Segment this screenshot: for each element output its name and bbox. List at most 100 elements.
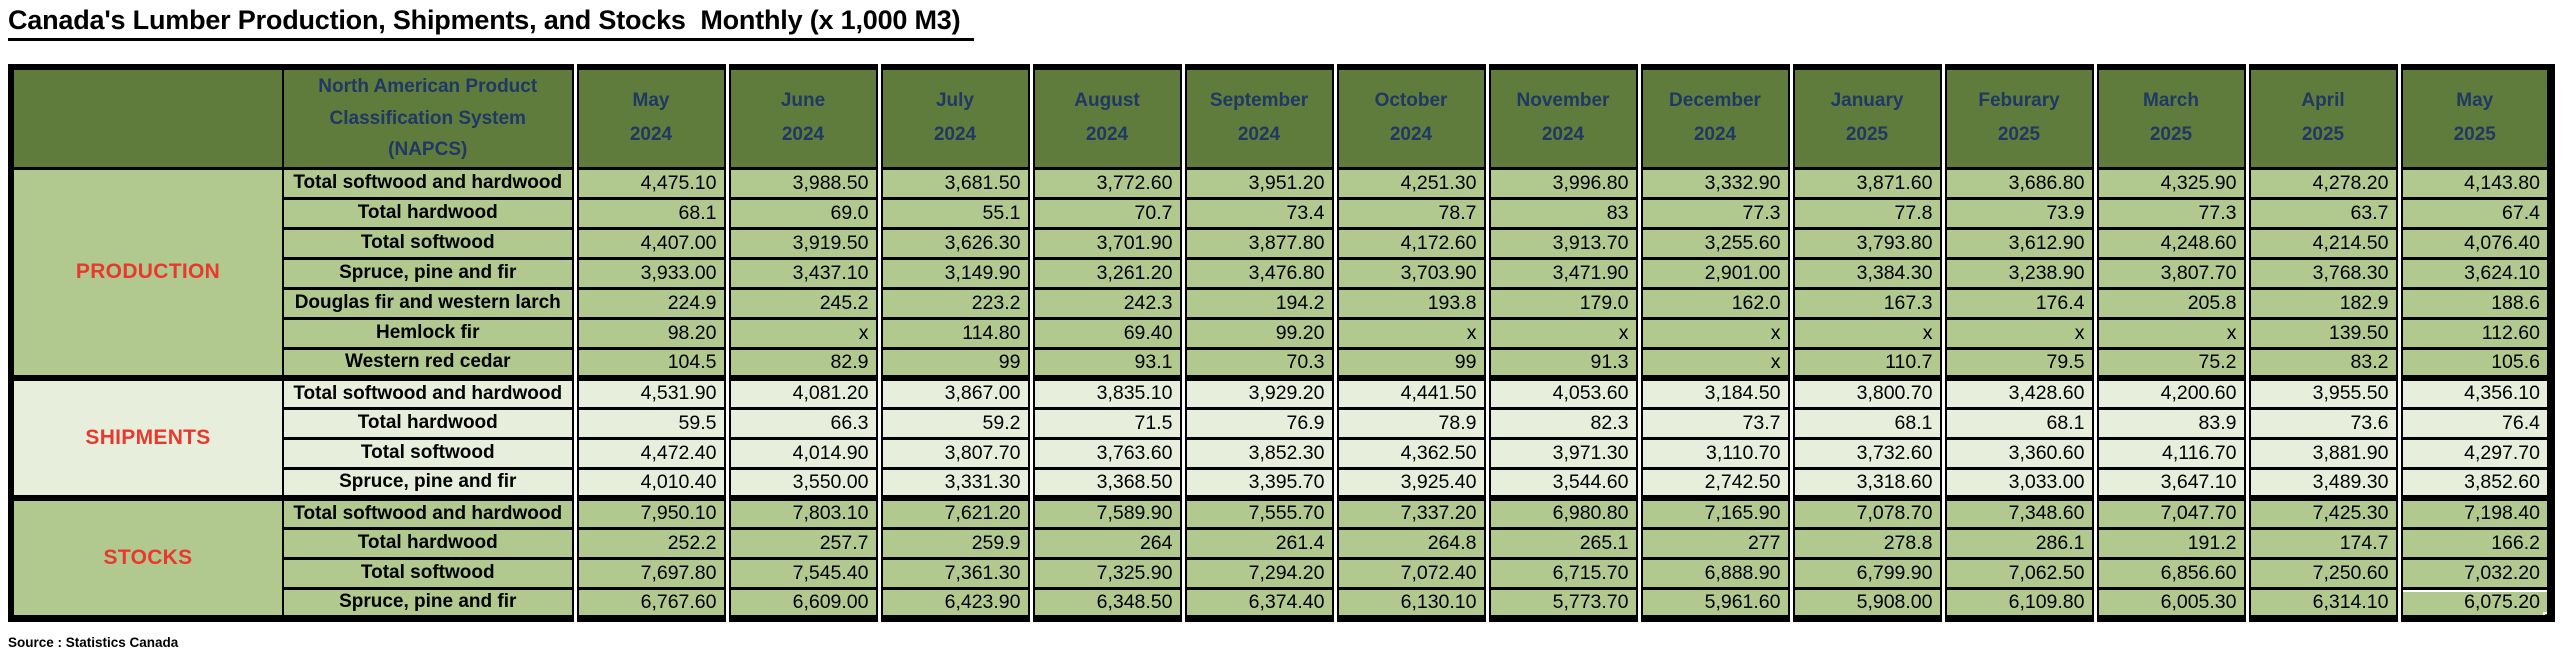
data-cell[interactable]: 68.1 — [1787, 406, 1947, 440]
data-cell[interactable]: 261.4 — [1179, 526, 1339, 560]
data-cell[interactable]: 69.40 — [1027, 316, 1187, 350]
row-label-cell[interactable]: Douglas fir and western larch — [282, 286, 579, 320]
data-cell[interactable]: 93.1 — [1027, 346, 1187, 380]
data-cell[interactable]: 6,609.00 — [723, 586, 883, 620]
data-cell[interactable]: 7,047.70 — [2091, 495, 2251, 530]
row-label-cell[interactable]: Spruce, pine and fir — [282, 586, 579, 620]
data-cell[interactable]: 2,901.00 — [1635, 256, 1795, 290]
data-cell[interactable]: 3,331.30 — [875, 466, 1035, 500]
data-cell[interactable]: 3,360.60 — [1939, 436, 2099, 470]
data-cell[interactable]: 7,361.30 — [875, 556, 1035, 590]
data-cell[interactable]: 3,428.60 — [1939, 375, 2099, 410]
data-cell[interactable]: 71.5 — [1027, 406, 1187, 440]
data-cell[interactable]: 7,032.20 — [2395, 556, 2555, 590]
data-cell[interactable]: 6,130.10 — [1331, 586, 1491, 620]
data-cell[interactable]: 104.5 — [571, 346, 731, 380]
data-cell[interactable]: 4,251.30 — [1331, 166, 1491, 200]
data-cell[interactable]: 3,471.90 — [1483, 256, 1643, 290]
row-label-cell[interactable]: Total softwood and hardwood — [282, 375, 579, 410]
month-header-cell[interactable]: September 2024 — [1179, 65, 1339, 170]
data-cell[interactable]: 7,072.40 — [1331, 556, 1491, 590]
row-label-cell[interactable]: Western red cedar — [282, 346, 579, 380]
data-cell[interactable]: 4,081.20 — [723, 375, 883, 410]
data-cell[interactable]: 6,348.50 — [1027, 586, 1187, 620]
data-cell[interactable]: 3,681.50 — [875, 166, 1035, 200]
data-cell[interactable]: 82.3 — [1483, 406, 1643, 440]
data-cell[interactable]: 252.2 — [571, 526, 731, 560]
data-cell[interactable]: 3,807.70 — [2091, 256, 2251, 290]
data-cell[interactable]: 3,732.60 — [1787, 436, 1947, 470]
data-cell[interactable]: 7,803.10 — [723, 495, 883, 530]
data-cell[interactable]: x — [1483, 316, 1643, 350]
data-cell[interactable]: 3,110.70 — [1635, 436, 1795, 470]
month-header-cell[interactable]: May 2024 — [571, 65, 731, 170]
data-cell[interactable]: 79.5 — [1939, 346, 2099, 380]
data-cell[interactable]: 6,005.30 — [2091, 586, 2251, 620]
data-cell[interactable]: 91.3 — [1483, 346, 1643, 380]
data-cell[interactable]: 4,441.50 — [1331, 375, 1491, 410]
section-label-cell[interactable]: STOCKS — [11, 495, 284, 620]
data-cell[interactable]: 83.9 — [2091, 406, 2251, 440]
data-cell[interactable]: 259.9 — [875, 526, 1035, 560]
data-cell[interactable]: 264.8 — [1331, 526, 1491, 560]
data-cell[interactable]: 3,763.60 — [1027, 436, 1187, 470]
data-cell[interactable]: 3,647.10 — [2091, 466, 2251, 500]
data-cell[interactable]: 4,297.70 — [2395, 436, 2555, 470]
row-label-cell[interactable]: Total softwood — [282, 226, 579, 260]
data-cell[interactable]: 3,318.60 — [1787, 466, 1947, 500]
data-cell[interactable]: 3,255.60 — [1635, 226, 1795, 260]
data-cell[interactable]: 3,929.20 — [1179, 375, 1339, 410]
data-cell[interactable]: 68.1 — [571, 196, 731, 230]
row-label-cell[interactable]: Hemlock fir — [282, 316, 579, 350]
selected-cell[interactable]: 6,075.20 — [2395, 586, 2555, 620]
data-cell[interactable]: 191.2 — [2091, 526, 2251, 560]
data-cell[interactable]: 70.3 — [1179, 346, 1339, 380]
data-cell[interactable]: x — [1635, 346, 1795, 380]
data-cell[interactable]: 7,325.90 — [1027, 556, 1187, 590]
data-cell[interactable]: 4,475.10 — [571, 166, 731, 200]
fill-handle[interactable] — [2543, 611, 2544, 615]
data-cell[interactable]: 4,278.20 — [2243, 166, 2403, 200]
row-label-cell[interactable]: Spruce, pine and fir — [282, 256, 579, 290]
data-cell[interactable]: 6,314.10 — [2243, 586, 2403, 620]
data-cell[interactable]: 139.50 — [2243, 316, 2403, 350]
data-cell[interactable]: 67.4 — [2395, 196, 2555, 230]
data-cell[interactable]: 6,767.60 — [571, 586, 731, 620]
data-cell[interactable]: 3,550.00 — [723, 466, 883, 500]
month-header-cell[interactable]: May 2025 — [2395, 65, 2555, 170]
data-cell[interactable]: 166.2 — [2395, 526, 2555, 560]
month-header-cell[interactable]: December 2024 — [1635, 65, 1795, 170]
data-cell[interactable]: 76.9 — [1179, 406, 1339, 440]
data-cell[interactable]: 188.6 — [2395, 286, 2555, 320]
data-cell[interactable]: 4,407.00 — [571, 226, 731, 260]
data-cell[interactable]: 245.2 — [723, 286, 883, 320]
data-cell[interactable]: 112.60 — [2395, 316, 2555, 350]
data-cell[interactable]: 3,807.70 — [875, 436, 1035, 470]
data-cell[interactable]: 73.7 — [1635, 406, 1795, 440]
data-cell[interactable]: 3,800.70 — [1787, 375, 1947, 410]
data-cell[interactable]: 167.3 — [1787, 286, 1947, 320]
data-cell[interactable]: 3,612.90 — [1939, 226, 2099, 260]
data-cell[interactable]: 242.3 — [1027, 286, 1187, 320]
data-cell[interactable]: 7,165.90 — [1635, 495, 1795, 530]
data-cell[interactable]: 6,715.70 — [1483, 556, 1643, 590]
data-cell[interactable]: 3,703.90 — [1331, 256, 1491, 290]
data-cell[interactable]: 7,198.40 — [2395, 495, 2555, 530]
data-cell[interactable]: 4,116.70 — [2091, 436, 2251, 470]
data-cell[interactable]: 3,852.30 — [1179, 436, 1339, 470]
data-cell[interactable]: 3,881.90 — [2243, 436, 2403, 470]
data-cell[interactable]: 3,332.90 — [1635, 166, 1795, 200]
row-label-cell[interactable]: Total hardwood — [282, 196, 579, 230]
data-cell[interactable]: 114.80 — [875, 316, 1035, 350]
data-cell[interactable]: 68.1 — [1939, 406, 2099, 440]
data-cell[interactable]: 3,489.30 — [2243, 466, 2403, 500]
data-cell[interactable]: 83 — [1483, 196, 1643, 230]
data-cell[interactable]: 69.0 — [723, 196, 883, 230]
data-cell[interactable]: 264 — [1027, 526, 1187, 560]
data-cell[interactable]: 7,555.70 — [1179, 495, 1339, 530]
month-header-cell[interactable]: June 2024 — [723, 65, 883, 170]
data-cell[interactable]: 6,799.90 — [1787, 556, 1947, 590]
section-label-cell[interactable]: SHIPMENTS — [11, 375, 284, 500]
data-cell[interactable]: 3,835.10 — [1027, 375, 1187, 410]
data-cell[interactable]: 3,971.30 — [1483, 436, 1643, 470]
